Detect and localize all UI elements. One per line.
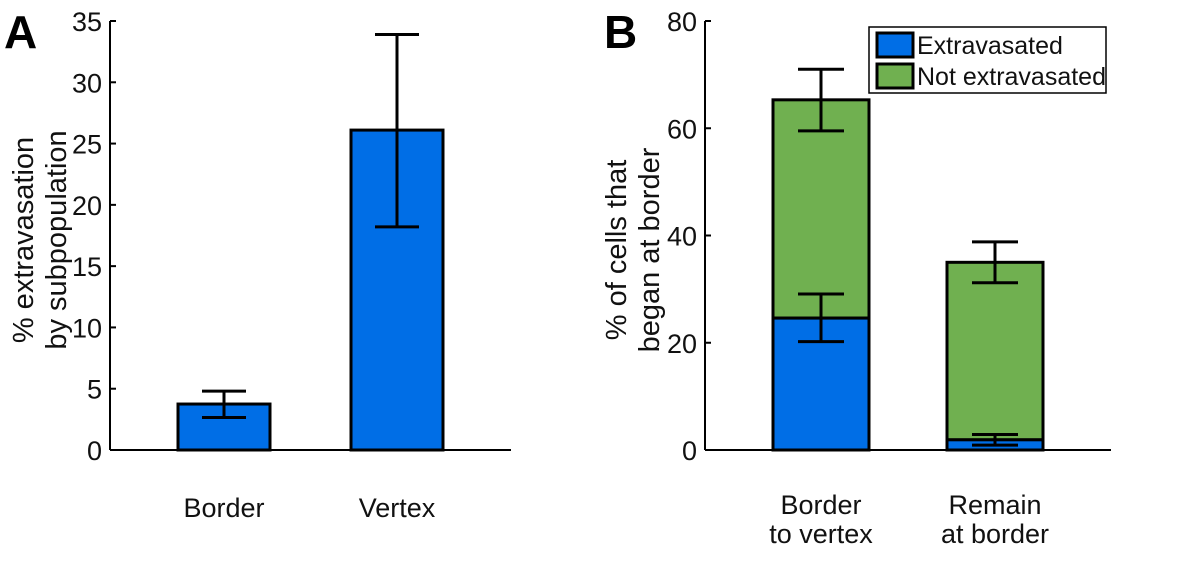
- y-tick-label: 0: [87, 436, 102, 466]
- legend-swatch: [875, 31, 915, 59]
- panel-label: A: [4, 6, 37, 58]
- y-tick-label: 15: [72, 252, 102, 282]
- y-axis-label-line1: % of cells that: [601, 160, 633, 341]
- legend-label: Extravasated: [917, 32, 1063, 60]
- y-tick-label: 35: [72, 7, 102, 37]
- y-tick-label: 30: [72, 68, 102, 98]
- legend: Extravasated Not extravasated: [868, 26, 1107, 94]
- y-tick-label: 5: [87, 375, 102, 405]
- y-tick-label: 60: [667, 114, 697, 144]
- y-tick-label: 10: [72, 313, 102, 343]
- panel-a: A Border Vertex 0 5 10 15 20 25 30 35 % extravasati…: [4, 6, 511, 523]
- x-tick-label: Border: [183, 493, 264, 523]
- y-tick-label: 0: [682, 436, 697, 466]
- y-axis-label-line2: by subpopulation: [41, 130, 73, 349]
- x-tick-label: Vertex: [359, 493, 436, 523]
- legend-swatch: [875, 62, 915, 90]
- x-tick-label-line2: to vertex: [769, 519, 873, 549]
- y-axis-label-line1: % extravasation: [8, 137, 40, 343]
- y-tick-label: 80: [667, 7, 697, 37]
- y-tick-label: 20: [72, 191, 102, 221]
- y-tick-label: 40: [667, 222, 697, 252]
- y-axis-label-line2: began at border: [634, 147, 666, 352]
- legend-label: Not extravasated: [917, 63, 1106, 91]
- x-tick-label-line2: at border: [941, 519, 1049, 549]
- panel-label: B: [604, 6, 637, 58]
- x-tick-label-line1: Border: [780, 490, 861, 520]
- y-tick-label: 25: [72, 130, 102, 160]
- y-axis-label: % extravasation by subpopulation: [8, 130, 73, 349]
- y-tick-label: 20: [667, 329, 697, 359]
- bar-not-extravasated-border-to-vertex: [771, 98, 871, 320]
- bar-not-extravasated-remain-at-border: [945, 260, 1045, 442]
- x-tick-label-line1: Remain: [948, 490, 1041, 520]
